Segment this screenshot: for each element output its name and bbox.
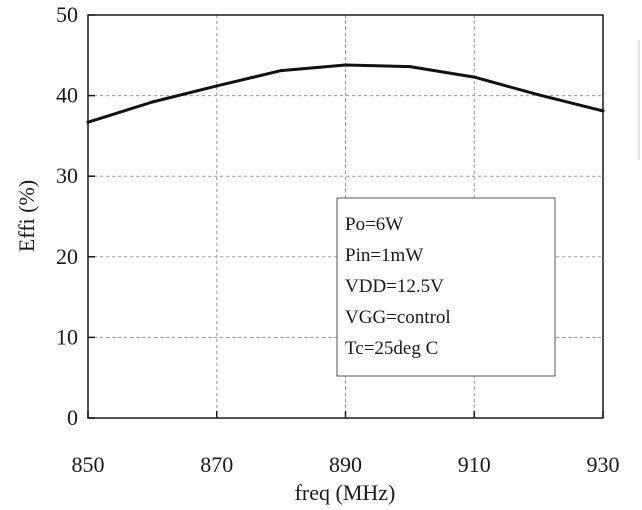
y-axis-ticks: 0 10 20 30 40 50	[56, 2, 95, 430]
x-axis-label: freq (MHz)	[295, 480, 396, 505]
y-tick-label: 20	[56, 244, 78, 269]
annotation-frame	[336, 197, 556, 377]
series-point	[215, 84, 219, 88]
annotation-box: Po=6W Pin=1mW VDD=12.5V VGG=control Tc=25deg…	[336, 197, 556, 377]
x-tick-label: 930	[587, 452, 620, 477]
y-axis-label: Effi (%)	[14, 180, 39, 252]
series-point	[344, 63, 347, 67]
y-tick-label: 50	[56, 2, 78, 27]
series-point	[472, 75, 476, 79]
annotation-line: Pin=1mW	[345, 245, 423, 266]
series-point	[86, 120, 90, 124]
annotation-line: VDD=12.5V	[345, 276, 444, 297]
series-point	[408, 65, 412, 69]
series-points	[86, 63, 605, 124]
x-tick-label: 850	[72, 452, 105, 477]
x-tick-label: 870	[200, 452, 233, 477]
series-point	[150, 100, 154, 104]
x-tick-label: 910	[458, 452, 491, 477]
series-point	[537, 93, 541, 97]
series-point	[279, 69, 283, 73]
annotation-line: Tc=25deg C	[345, 338, 438, 359]
y-tick-label: 40	[56, 83, 78, 108]
y-tick-label: 10	[56, 324, 78, 349]
annotation-lines: Po=6W Pin=1mW VDD=12.5V VGG=control Tc=25deg…	[345, 214, 451, 359]
annotation-line: VGG=control	[345, 307, 451, 328]
y-tick-label: 30	[56, 163, 78, 188]
annotation-line: Po=6W	[345, 214, 403, 235]
plot-frame	[87, 14, 604, 419]
y-tick-label: 0	[67, 405, 78, 430]
series-point	[601, 109, 605, 113]
x-tick-label: 890	[329, 452, 362, 477]
x-axis-ticks: 850 870 890 910 930	[72, 411, 620, 477]
